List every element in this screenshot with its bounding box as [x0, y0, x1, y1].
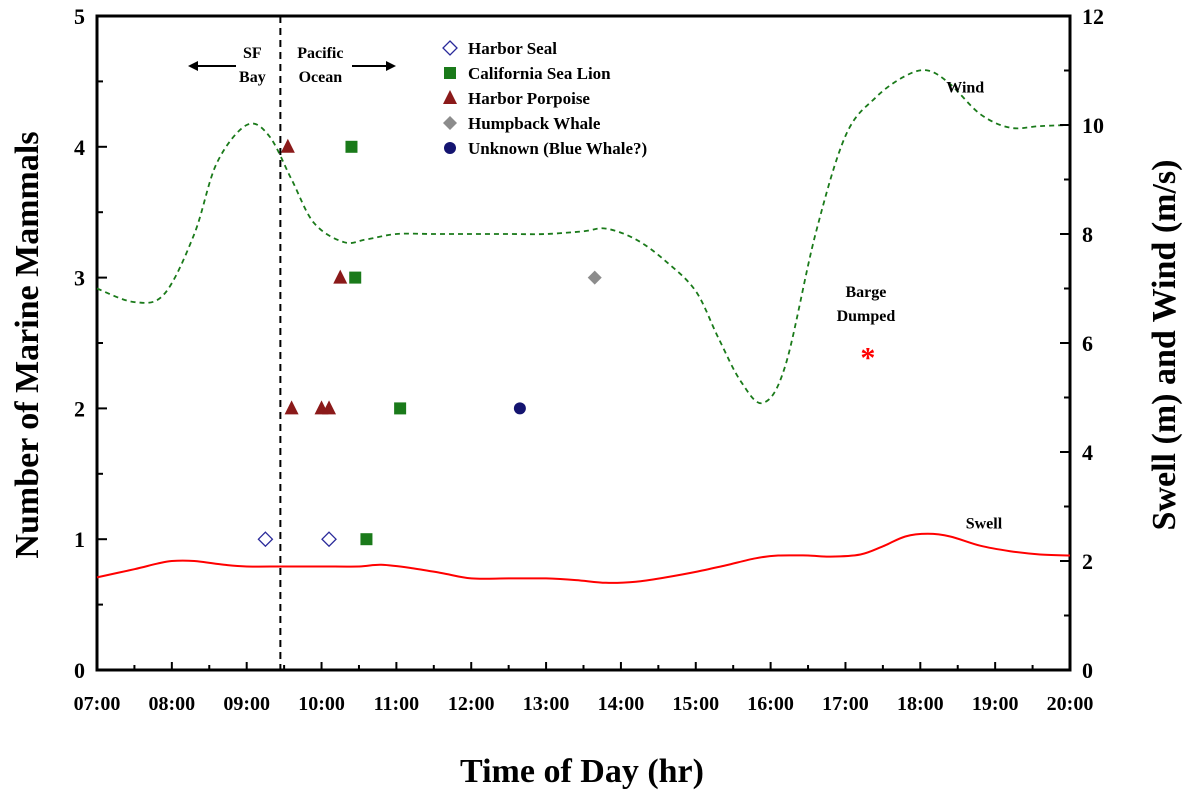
sighting-points [257, 138, 602, 548]
x-tick-label: 20:00 [1047, 693, 1094, 715]
x-tick-label: 12:00 [448, 693, 495, 715]
y-axis-left-title: Number of Marine Mammals [9, 131, 46, 558]
legend: Harbor Seal California Sea Lion Harbor Por… [442, 39, 647, 158]
x-tick-label: 15:00 [672, 693, 719, 715]
harbor-porpoise-point [322, 400, 337, 415]
annotation-barge: Barge [845, 284, 886, 301]
arrow-right-head [386, 61, 396, 71]
california-sea-lion-point [360, 533, 373, 546]
california-sea-lion-point [345, 140, 358, 153]
swell-line [96, 532, 1071, 584]
wind-line [96, 69, 1071, 405]
region-label-sf: SF [243, 45, 262, 62]
annotations: SF Bay Pacific Ocean Barge Dumped * [188, 16, 895, 670]
x-tick-label: 14:00 [598, 693, 645, 715]
y-left-tick-label: 1 [74, 527, 85, 552]
harbor-porpoise-point [333, 269, 348, 284]
x-tick-label: 08:00 [149, 693, 196, 715]
region-label-ocean: Ocean [299, 69, 343, 86]
wind-label: Wind [946, 79, 984, 96]
legend-marker-california-sea-lion [444, 67, 456, 79]
y-right-tick-label: 6 [1082, 331, 1093, 356]
y-left-tick-label: 3 [74, 266, 85, 291]
humpback-whale-point [587, 270, 602, 285]
y-right-tick-label: 4 [1082, 440, 1093, 465]
y-right-tick-label: 0 [1082, 658, 1093, 683]
x-tick-label: 17:00 [822, 693, 869, 715]
y-right-tick-label: 10 [1082, 113, 1104, 138]
legend-marker-humpback-whale [443, 116, 457, 130]
x-tick-label: 11:00 [374, 693, 420, 715]
x-tick-label: 10:00 [298, 693, 345, 715]
annotation-dumped: Dumped [837, 308, 896, 325]
y-left-tick-label: 2 [74, 396, 85, 421]
harbor-seal-point [257, 531, 274, 548]
region-label-pacific: Pacific [297, 45, 343, 62]
barge-dump-marker: * [860, 342, 875, 375]
x-tick-label: 19:00 [972, 693, 1019, 715]
y-right-tick-label: 8 [1082, 222, 1093, 247]
x-tick-label: 13:00 [523, 693, 570, 715]
legend-marker-unknown-blue-whale [444, 142, 456, 154]
y-right-tick-label: 2 [1082, 549, 1093, 574]
x-axis-title: Time of Day (hr) [460, 753, 704, 790]
legend-label-harbor-porpoise: Harbor Porpoise [468, 89, 590, 108]
california-sea-lion-point [349, 271, 362, 284]
unknown-blue-whale-point [513, 402, 526, 415]
environment-lines: Wind Swell [96, 69, 1071, 584]
legend-label-harbor-seal: Harbor Seal [468, 39, 557, 58]
legend-label-unknown-blue-whale: Unknown (Blue Whale?) [468, 139, 647, 158]
x-tick-label: 16:00 [747, 693, 794, 715]
region-label-bay: Bay [239, 69, 266, 86]
x-tick-label: 09:00 [223, 693, 270, 715]
legend-label-california-sea-lion: California Sea Lion [468, 64, 611, 83]
harbor-seal-point [321, 531, 337, 548]
y-left-tick-label: 5 [74, 4, 85, 29]
harbor-porpoise-point [280, 138, 295, 153]
y-axis-right-title: Swell (m) and Wind (m/s) [1146, 160, 1183, 531]
y-left-tick-label: 4 [74, 135, 85, 160]
y-left-tick-label: 0 [74, 658, 85, 683]
legend-label-humpback-whale: Humpback Whale [468, 114, 601, 133]
y-right-tick-label: 12 [1082, 4, 1104, 29]
swell-label: Swell [966, 515, 1003, 532]
harbor-porpoise-point [284, 400, 299, 415]
legend-marker-harbor-porpoise [443, 90, 457, 104]
x-tick-label: 07:00 [74, 693, 121, 715]
legend-marker-harbor-seal [442, 40, 458, 56]
california-sea-lion-point [394, 402, 407, 415]
x-tick-label: 18:00 [897, 693, 944, 715]
axes: 07:00 08:00 09:00 10:00 11:00 12:00 13:00 14:00… [74, 4, 1104, 715]
arrow-left-head [188, 61, 198, 71]
